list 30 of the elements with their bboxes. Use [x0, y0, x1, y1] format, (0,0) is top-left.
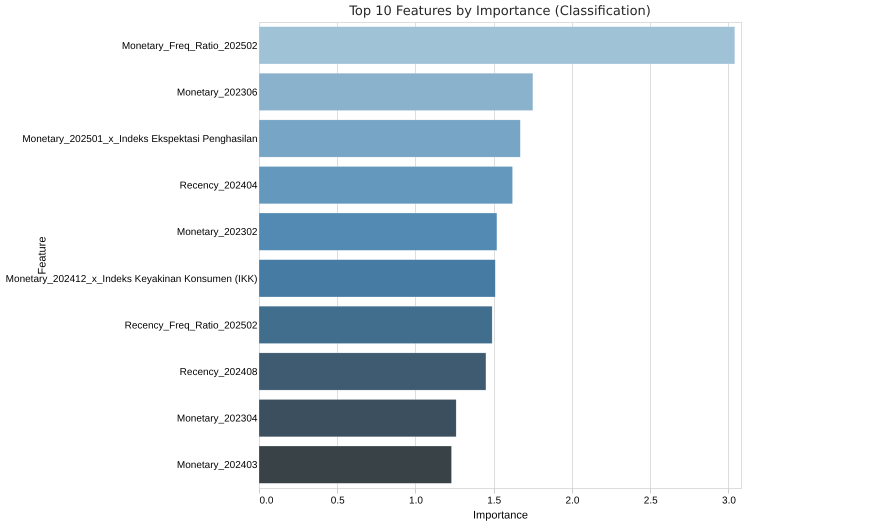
x-axis-title: Importance — [472, 510, 528, 522]
y-tick-label: Recency_202408 — [180, 367, 258, 378]
y-tick-label: Monetary_202304 — [176, 414, 258, 425]
x-tick-label: 3.0 — [722, 496, 736, 506]
x-tick-label: 2.5 — [644, 496, 658, 506]
y-tick-label: Monetary_202501_x_Indeks Ekspektasi Penghasilan — [22, 134, 258, 145]
y-tick-label: Monetary_202306 — [176, 87, 258, 98]
x-tick-label: 0.5 — [330, 496, 346, 506]
bar — [258, 306, 492, 344]
chart-title: Top 10 Features by Importance (Classification) — [348, 4, 651, 19]
bar — [258, 259, 496, 298]
y-tick-label: Recency_202404 — [180, 180, 258, 192]
x-tick-label: 1.5 — [487, 496, 502, 506]
bar — [258, 446, 452, 484]
y-tick-label: Monetary_202412_x_Indeks Keyakinan Konsumen (IKK) — [6, 274, 258, 285]
bar — [258, 26, 735, 64]
y-tick-label: Monetary_202302 — [176, 227, 258, 238]
x-tick-label: 1.0 — [409, 496, 424, 506]
bar — [258, 120, 521, 158]
bar — [258, 212, 498, 251]
x-tick-label: 0.0 — [260, 496, 274, 506]
y-tick-label: Recency_Freq_Ratio_202502 — [124, 320, 258, 332]
y-tick-label: Monetary_Freq_Ratio_202502 — [122, 40, 258, 52]
bar — [258, 73, 534, 111]
bar — [258, 399, 456, 437]
y-tick-label: Monetary_202403 — [176, 460, 258, 472]
bar — [258, 352, 486, 390]
y-axis-title: Feature — [36, 236, 48, 274]
bar — [258, 166, 513, 204]
x-tick-label: 2.0 — [566, 496, 580, 506]
